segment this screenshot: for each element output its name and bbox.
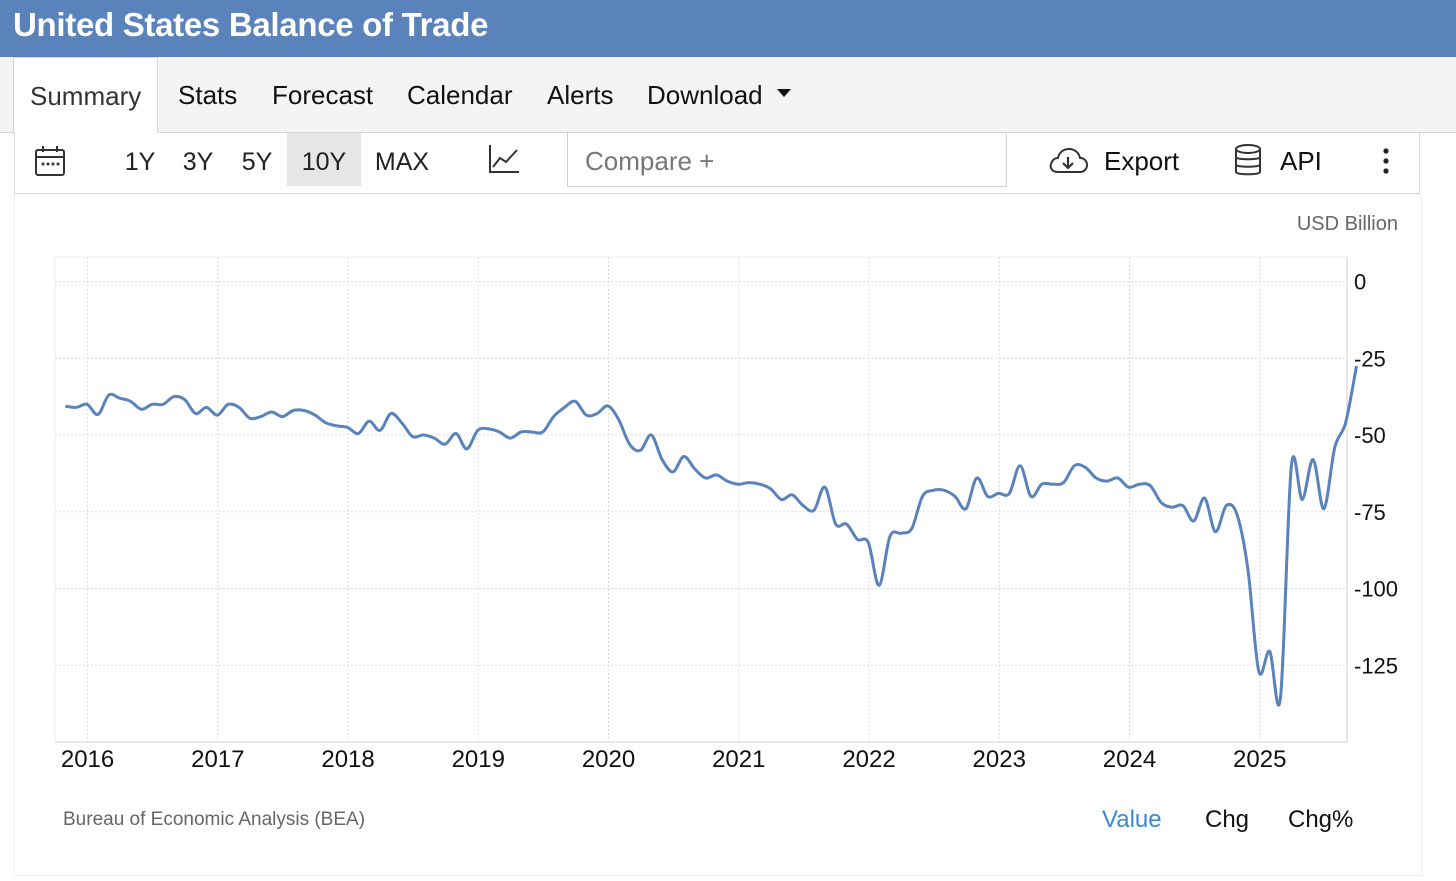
y-tick-label: -100 [1354, 577, 1398, 602]
tab-download-label: Download [647, 80, 763, 110]
y-tick-label: -125 [1354, 653, 1398, 678]
x-tick-label: 2023 [973, 746, 1026, 773]
unit-label: USD Billion [1296, 213, 1398, 235]
more-vertical-icon[interactable] [1379, 147, 1393, 175]
header-bar: United States Balance of Trade [0, 0, 1456, 57]
y-tick-label: -50 [1354, 423, 1386, 448]
tab-stats[interactable]: Stats [178, 80, 238, 110]
chg-tab[interactable]: Chg [1205, 806, 1250, 833]
x-tick-label: 2024 [1103, 746, 1156, 773]
tab-forecast[interactable]: Forecast [272, 80, 374, 110]
x-tick-label: 2018 [321, 746, 374, 773]
value-tab[interactable]: Value [1102, 806, 1162, 833]
x-tick-label: 2016 [61, 746, 114, 773]
range-10y[interactable]: 10Y [287, 133, 361, 186]
calendar-icon[interactable] [33, 144, 67, 178]
tab-summary[interactable]: Summary [13, 57, 159, 134]
y-tick-label: -25 [1354, 346, 1386, 371]
tab-bar: Summary Stats Forecast Calendar Alerts D… [0, 57, 1456, 134]
x-tick-label: 2025 [1233, 746, 1286, 773]
caret-down-icon [776, 89, 791, 98]
x-tick-label: 2022 [842, 746, 895, 773]
x-tick-label: 2019 [452, 746, 505, 773]
tab-alerts[interactable]: Alerts [547, 80, 614, 110]
tab-download[interactable]: Download [647, 57, 791, 133]
api-button[interactable]: API [1280, 146, 1322, 176]
range-3y[interactable]: 3Y [182, 148, 214, 176]
page-title: United States Balance of Trade [13, 6, 489, 43]
source-label: Bureau of Economic Analysis (BEA) [63, 809, 366, 830]
chart-panel [14, 194, 1422, 876]
y-tick-label: 0 [1354, 270, 1366, 295]
cloud-download-icon[interactable] [1047, 145, 1089, 177]
series-line [65, 365, 1358, 707]
line-chart-icon[interactable] [487, 143, 521, 175]
x-tick-label: 2021 [712, 746, 765, 773]
compare-placeholder: Compare + [585, 146, 715, 176]
tab-calendar[interactable]: Calendar [407, 80, 513, 110]
database-icon[interactable] [1233, 143, 1263, 179]
range-1y[interactable]: 1Y [124, 148, 156, 176]
x-tick-label: 2017 [191, 746, 244, 773]
range-max[interactable]: MAX [374, 148, 430, 176]
plot-area [54, 256, 1348, 743]
x-tick-label: 2020 [582, 746, 635, 773]
range-5y[interactable]: 5Y [241, 148, 273, 176]
chart-toolbar: 1Y 3Y 5Y 10Y MAX Compare + Export API [14, 133, 1420, 194]
export-button[interactable]: Export [1104, 146, 1180, 176]
chg-percent-tab[interactable]: Chg% [1288, 806, 1354, 833]
compare-input[interactable]: Compare + [567, 133, 1007, 187]
y-tick-label: -75 [1354, 500, 1386, 525]
